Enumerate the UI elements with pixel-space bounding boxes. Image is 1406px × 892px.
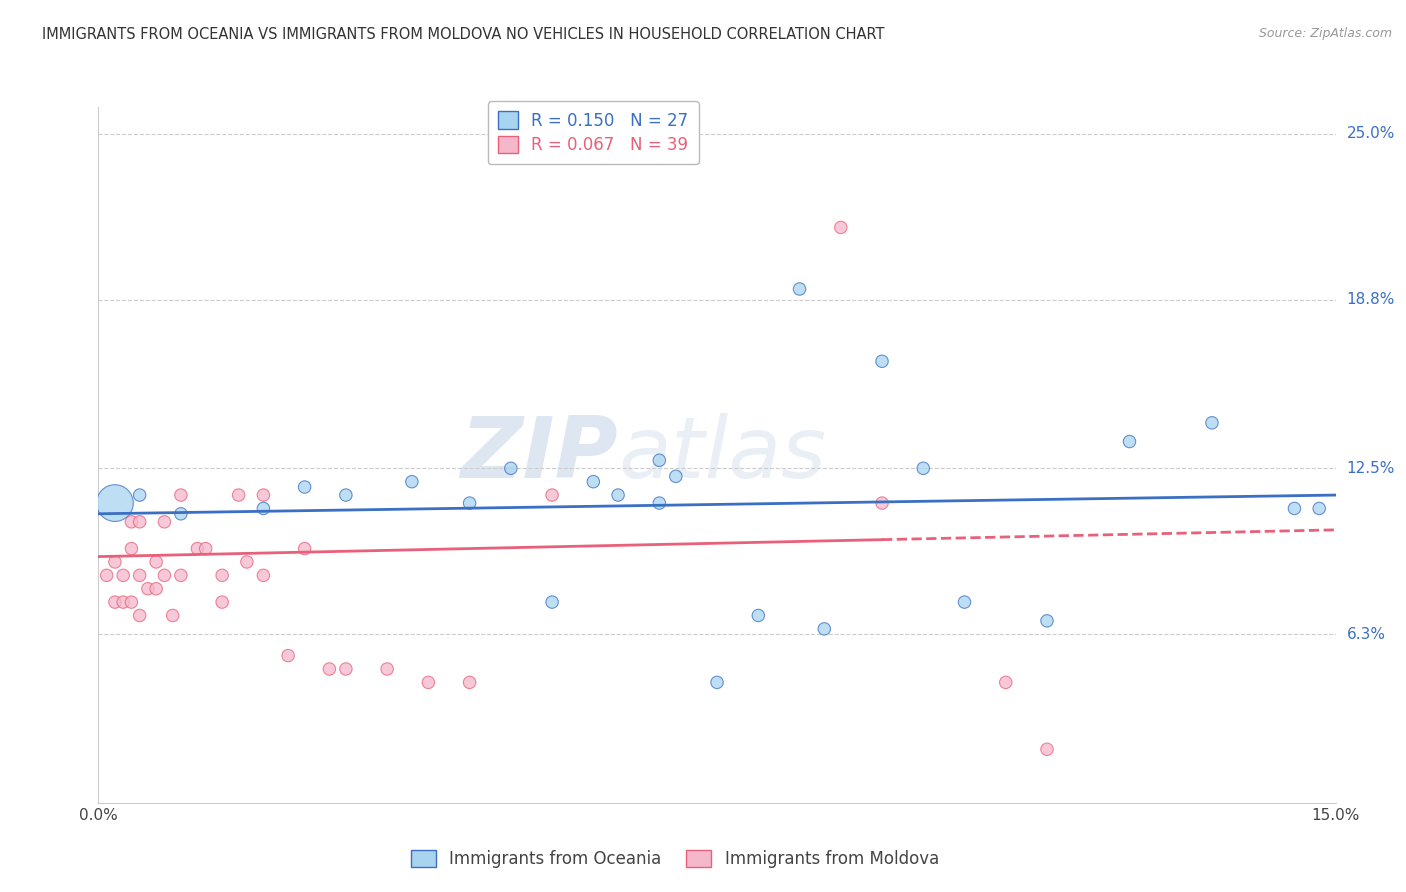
Point [541, 488, 564, 502]
Point [252, 501, 274, 516]
Point [294, 480, 316, 494]
Point [252, 568, 274, 582]
Point [541, 595, 564, 609]
Point [1036, 742, 1059, 756]
Point [1118, 434, 1140, 449]
Point [953, 595, 976, 609]
Point [128, 608, 150, 623]
Point [648, 496, 671, 510]
Point [335, 488, 357, 502]
Point [170, 507, 193, 521]
Point [294, 541, 316, 556]
Point [912, 461, 935, 475]
Point [120, 595, 142, 609]
Point [228, 488, 250, 502]
Point [870, 496, 893, 510]
Point [1308, 501, 1330, 516]
Point [789, 282, 811, 296]
Text: atlas: atlas [619, 413, 827, 497]
Point [211, 568, 233, 582]
Point [1284, 501, 1306, 516]
Point [170, 488, 193, 502]
Point [648, 453, 671, 467]
Point [112, 595, 135, 609]
Point [136, 582, 159, 596]
Point [96, 568, 118, 582]
Point [252, 488, 274, 502]
Point [153, 568, 176, 582]
Point [120, 515, 142, 529]
Point [128, 515, 150, 529]
Text: Source: ZipAtlas.com: Source: ZipAtlas.com [1258, 27, 1392, 40]
Point [128, 568, 150, 582]
Point [104, 595, 127, 609]
Text: 18.8%: 18.8% [1347, 293, 1395, 307]
Point [830, 220, 852, 235]
Point [120, 541, 142, 556]
Point [458, 675, 481, 690]
Point [607, 488, 630, 502]
Point [582, 475, 605, 489]
Point [145, 555, 167, 569]
Point [994, 675, 1017, 690]
Point [104, 555, 127, 569]
Point [747, 608, 769, 623]
Text: IMMIGRANTS FROM OCEANIA VS IMMIGRANTS FROM MOLDOVA NO VEHICLES IN HOUSEHOLD CORR: IMMIGRANTS FROM OCEANIA VS IMMIGRANTS FR… [42, 27, 884, 42]
Point [318, 662, 340, 676]
Point [194, 541, 217, 556]
Point [870, 354, 893, 368]
Point [418, 675, 440, 690]
Point [1036, 614, 1059, 628]
Point [335, 662, 357, 676]
Legend: R = 0.150   N = 27, R = 0.067   N = 39: R = 0.150 N = 27, R = 0.067 N = 39 [488, 102, 699, 164]
Text: 6.3%: 6.3% [1347, 627, 1386, 641]
Point [1201, 416, 1223, 430]
Point [499, 461, 522, 475]
Point [706, 675, 728, 690]
Point [153, 515, 176, 529]
Point [211, 595, 233, 609]
Point [401, 475, 423, 489]
Point [813, 622, 835, 636]
Text: 12.5%: 12.5% [1347, 461, 1395, 475]
Point [104, 496, 127, 510]
Point [375, 662, 398, 676]
Point [236, 555, 259, 569]
Text: 25.0%: 25.0% [1347, 127, 1395, 141]
Point [186, 541, 208, 556]
Point [665, 469, 688, 483]
Point [277, 648, 299, 663]
Point [112, 568, 135, 582]
Point [162, 608, 184, 623]
Point [128, 488, 150, 502]
Legend: Immigrants from Oceania, Immigrants from Moldova: Immigrants from Oceania, Immigrants from… [404, 843, 946, 875]
Point [145, 582, 167, 596]
Point [170, 568, 193, 582]
Point [458, 496, 481, 510]
Text: ZIP: ZIP [460, 413, 619, 497]
